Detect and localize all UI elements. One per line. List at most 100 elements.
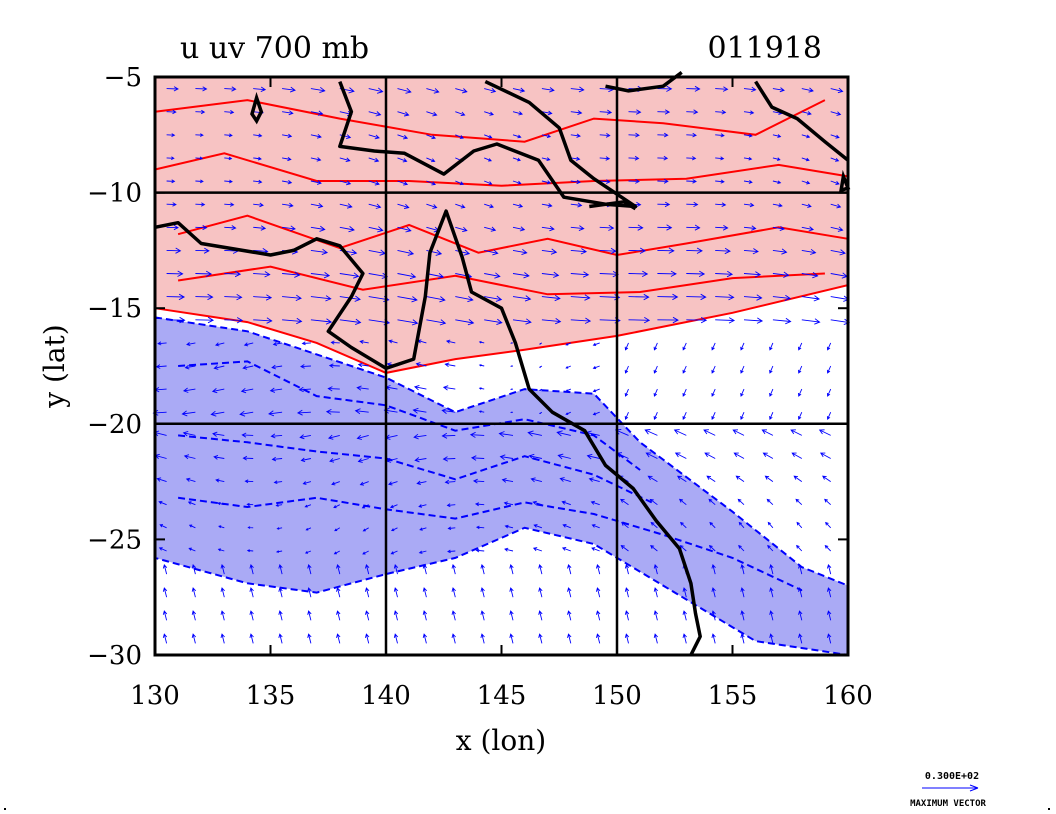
wind-vector <box>686 201 699 208</box>
wind-vector <box>304 504 312 508</box>
wind-vector <box>364 564 370 575</box>
wind-vector <box>743 225 757 231</box>
wind-vector <box>478 387 485 390</box>
wind-vector <box>397 180 409 186</box>
wind-vector <box>472 478 485 484</box>
vector-legend-arrowhead <box>969 784 979 792</box>
wind-vector <box>455 88 468 94</box>
wind-vector <box>740 610 745 621</box>
wind-vector <box>677 475 687 482</box>
wind-vector <box>674 452 687 459</box>
wind-vector <box>187 501 196 506</box>
wind-vector <box>715 86 729 92</box>
wind-vector <box>282 202 294 208</box>
wind-vector <box>224 156 233 161</box>
coastline <box>154 209 702 656</box>
wind-vector <box>826 610 832 621</box>
wind-vector <box>397 111 410 117</box>
wind-vector <box>446 503 456 508</box>
wind-vector <box>682 610 687 621</box>
wind-vector <box>503 501 514 506</box>
wind-vector <box>567 610 572 621</box>
wind-vector <box>278 610 283 621</box>
wind-vector <box>510 365 514 367</box>
wind-vector <box>247 526 254 529</box>
wind-vector <box>282 225 296 232</box>
wind-vector <box>359 339 369 344</box>
wind-vector <box>657 85 673 92</box>
wind-vector <box>711 633 716 644</box>
wind-vector <box>830 87 844 94</box>
wind-vector <box>539 365 543 368</box>
wind-vector <box>298 386 311 393</box>
wind-vector <box>539 388 543 391</box>
wind-vector <box>772 294 792 302</box>
wind-vector <box>711 610 716 621</box>
wind-vector <box>510 388 514 391</box>
wind-vector <box>769 388 774 397</box>
wind-vector <box>541 225 555 232</box>
wind-vector <box>567 633 572 644</box>
wind-vector <box>397 272 417 280</box>
wind-vector <box>527 430 542 437</box>
wind-vector <box>570 225 585 232</box>
wind-vector <box>310 225 326 232</box>
wind-vector <box>268 410 283 417</box>
wind-vector <box>354 408 369 415</box>
wind-vector <box>541 203 553 208</box>
wind-vector <box>795 498 803 506</box>
wind-vector <box>166 316 186 324</box>
wind-vector <box>478 340 485 344</box>
wind-vector <box>599 109 613 115</box>
wind-vector <box>657 247 675 254</box>
wind-vector <box>357 458 369 463</box>
wind-vector <box>682 365 687 374</box>
wind-vector <box>715 270 734 278</box>
wind-vector <box>393 633 399 644</box>
wind-vector <box>628 178 640 184</box>
negative-contour <box>177 496 803 592</box>
wind-vector <box>484 87 497 94</box>
wind-vector <box>334 527 341 532</box>
wind-vector <box>798 342 803 351</box>
wind-vector <box>182 430 196 437</box>
wind-vector <box>442 456 456 462</box>
wind-vector <box>419 527 427 531</box>
wind-vector <box>220 610 225 621</box>
wind-vectors <box>152 85 851 644</box>
wind-vector <box>444 362 456 368</box>
wind-vector <box>539 411 543 415</box>
wind-vector <box>624 633 630 644</box>
wind-vector <box>761 429 774 436</box>
wind-vector <box>740 633 745 644</box>
wind-vector <box>541 248 558 255</box>
wind-vector <box>455 319 475 326</box>
wind-vector <box>339 318 362 326</box>
wind-vector <box>801 226 815 232</box>
wind-vector <box>798 610 803 621</box>
wind-vector <box>426 296 446 303</box>
wind-vector <box>504 524 514 529</box>
corner-mark <box>4 808 6 810</box>
wind-vector <box>653 412 658 420</box>
wind-vector <box>801 87 814 93</box>
wind-vector <box>484 203 494 209</box>
wind-vector <box>711 564 716 575</box>
wind-vector <box>624 563 630 575</box>
wind-vector <box>772 87 785 93</box>
wind-vector <box>162 587 168 598</box>
wind-vector <box>441 408 456 414</box>
wind-vector <box>621 521 629 529</box>
wind-vector <box>590 500 600 506</box>
wind-vector <box>364 610 370 621</box>
wind-vector <box>469 431 485 438</box>
wind-vector <box>426 180 436 186</box>
wind-vector <box>620 498 629 506</box>
wind-vector <box>592 411 600 416</box>
wind-vector <box>339 203 353 209</box>
wind-vector <box>195 133 204 137</box>
wind-vector <box>296 409 311 416</box>
y-axis-label: y (lat) <box>38 324 71 408</box>
wind-vector <box>532 500 543 506</box>
wind-vector <box>253 294 273 301</box>
